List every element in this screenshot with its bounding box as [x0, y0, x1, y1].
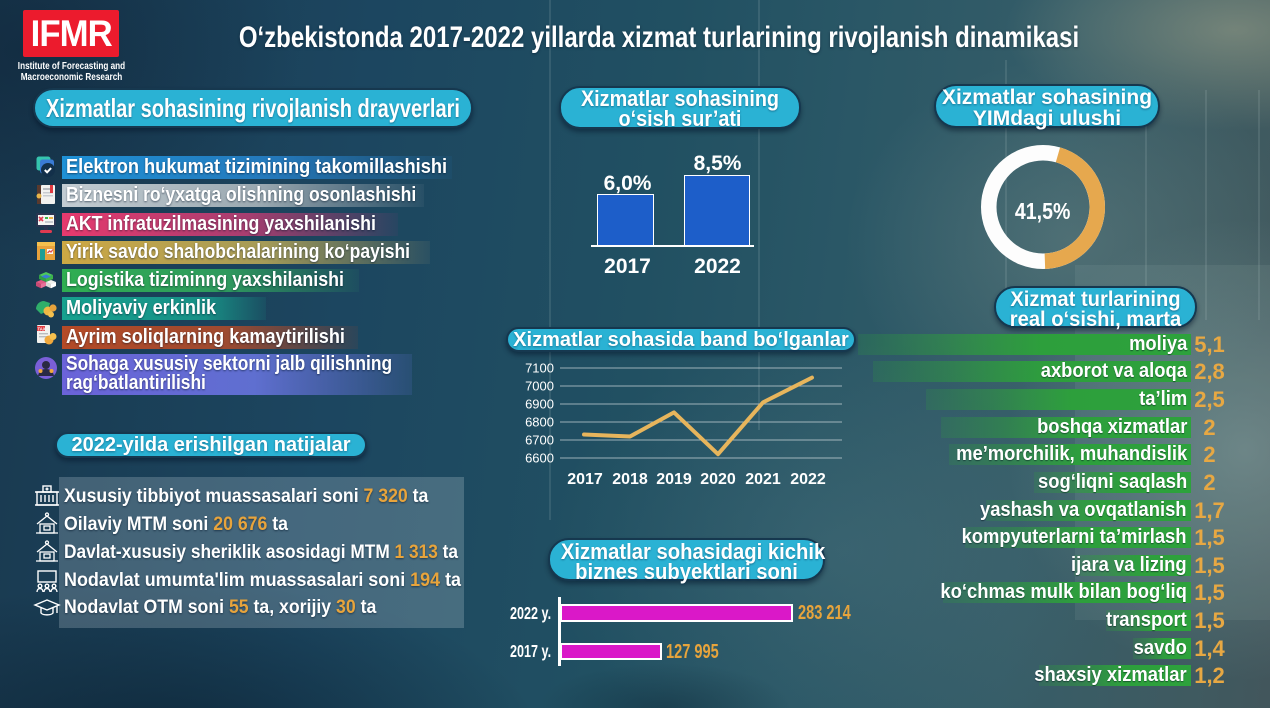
svg-text:2017: 2017 — [567, 471, 603, 485]
svg-text:2019: 2019 — [656, 471, 692, 485]
svg-text:7000: 7000 — [525, 379, 554, 394]
svg-text:2021: 2021 — [745, 471, 781, 485]
svg-text:2020: 2020 — [700, 471, 736, 485]
svg-text:6800: 6800 — [525, 415, 554, 430]
svg-text:6900: 6900 — [525, 397, 554, 412]
svg-text:TAX: TAX — [38, 326, 46, 331]
svg-text:6700: 6700 — [525, 433, 554, 448]
svg-text:2018: 2018 — [612, 471, 648, 485]
svg-text:7100: 7100 — [525, 361, 554, 376]
svg-text:2022: 2022 — [790, 471, 826, 485]
svg-text:6600: 6600 — [525, 451, 554, 466]
